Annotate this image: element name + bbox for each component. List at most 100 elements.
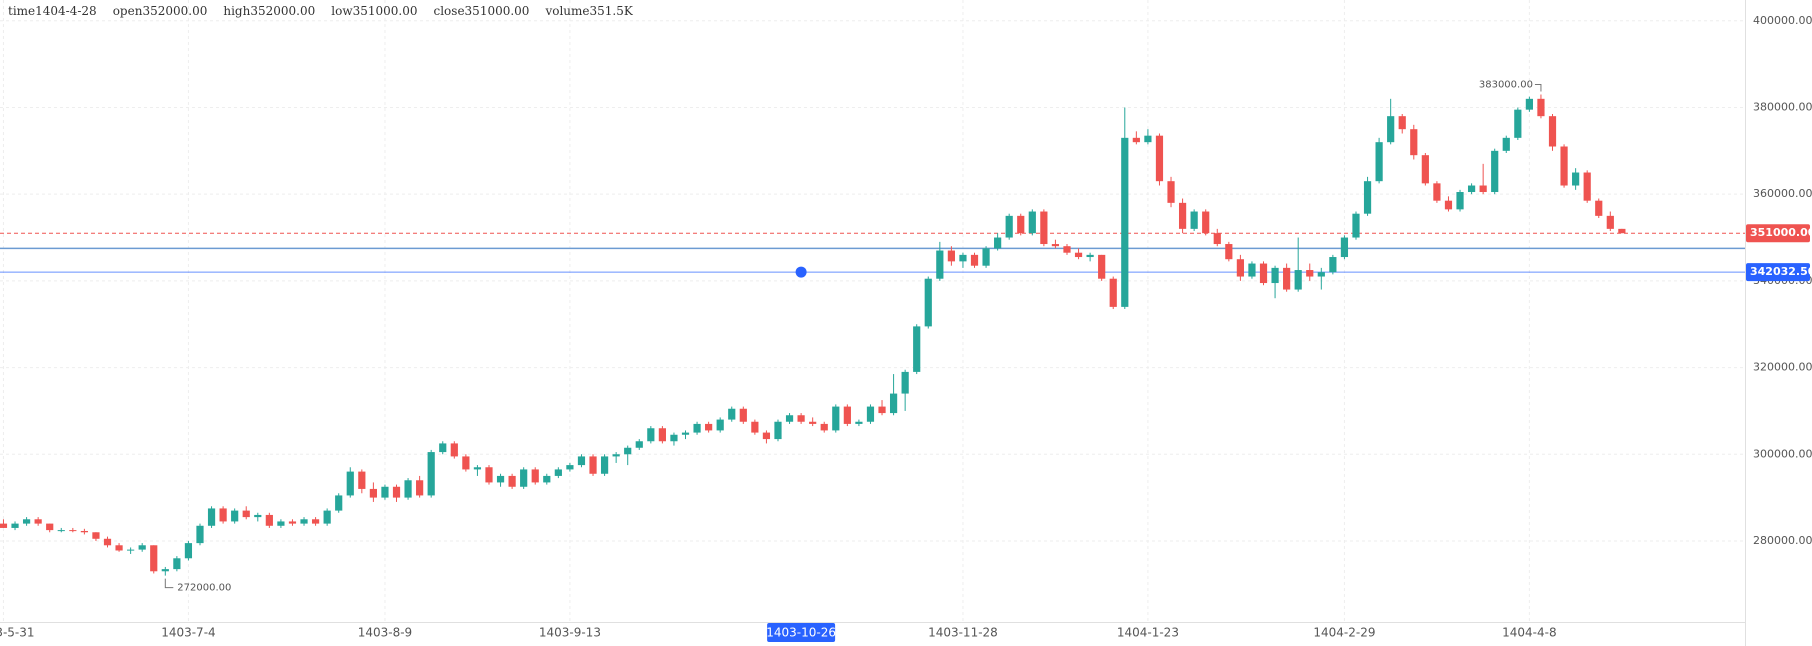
candle-body	[1306, 270, 1314, 277]
candle-body	[103, 538, 112, 546]
candle-body	[901, 371, 909, 394]
candle-body	[774, 421, 782, 440]
candle-body	[1017, 215, 1025, 234]
candle-body	[138, 545, 146, 550]
header-value: 352000.00	[250, 4, 316, 18]
candle-body	[92, 532, 100, 539]
candle-body	[866, 406, 875, 422]
candle-body	[1144, 135, 1152, 143]
candle-body	[913, 326, 921, 372]
candle-body	[1109, 278, 1117, 307]
candle-body	[635, 441, 643, 448]
candle-body	[1294, 270, 1302, 290]
candle-body	[473, 467, 482, 470]
x-tick-label: 1403-5-31	[0, 626, 35, 640]
header-item: high352000.00	[223, 4, 315, 18]
candle-body	[1525, 98, 1533, 110]
candle-body	[300, 519, 308, 524]
x-tick-label: 1403-8-9	[358, 626, 412, 640]
candle-body	[1074, 252, 1083, 258]
candle-body	[520, 469, 528, 487]
candle-body	[832, 406, 840, 431]
candle-body	[1132, 137, 1140, 143]
crosshair-date-box	[767, 623, 836, 642]
candle-body	[1271, 267, 1279, 284]
candle-body	[1618, 228, 1626, 234]
candle-body	[1317, 272, 1325, 277]
candle-body	[797, 415, 805, 422]
candle-body	[1514, 109, 1522, 138]
candle-body	[427, 452, 435, 496]
y-tick-label: 320000.00	[1753, 361, 1812, 374]
header-value: 351000.00	[352, 4, 418, 18]
candle-body	[855, 421, 863, 424]
x-tick-label: 1403-7-4	[161, 626, 215, 640]
annotation-arrow	[164, 578, 174, 589]
candle-body	[254, 514, 262, 518]
candle-body	[1155, 135, 1164, 182]
candle-body	[716, 419, 724, 431]
candle-body	[543, 475, 551, 483]
crosshair-point	[795, 266, 807, 278]
candle-body	[1225, 244, 1233, 260]
candle-body	[450, 443, 458, 457]
high-annotation: 383000.00	[1479, 79, 1533, 90]
header-item: close351000.00	[434, 4, 530, 18]
candle-body	[1491, 150, 1499, 193]
candle-body	[728, 408, 736, 420]
candle-body	[80, 530, 88, 533]
candle-body	[242, 510, 250, 518]
candle-body	[369, 488, 377, 498]
crosshair-price-label: 342032.50	[1750, 265, 1812, 278]
candle-body	[843, 406, 851, 424]
candle-body	[681, 432, 690, 435]
header-label: open	[112, 4, 143, 18]
candle-body	[1259, 263, 1268, 284]
candle-body	[1387, 116, 1395, 143]
candle-body	[1340, 237, 1349, 258]
candle-body	[554, 469, 562, 476]
candle-body	[1502, 137, 1510, 151]
candle-body	[577, 456, 586, 466]
candle-body	[1352, 213, 1360, 238]
candle-body	[265, 514, 273, 526]
candle-body	[1040, 211, 1048, 245]
candle-body	[1548, 116, 1557, 147]
candle-body	[531, 469, 539, 483]
candle-body	[994, 237, 1002, 249]
candle-body	[1595, 200, 1603, 216]
x-tick-label: 1404-4-8	[1502, 626, 1556, 640]
header-value: 351000.00	[464, 4, 530, 18]
candle-body	[947, 250, 955, 262]
ohlc-header: time1404-4-28 open352000.00 high352000.00 l…	[8, 4, 633, 18]
candle-body	[1572, 172, 1580, 186]
crosshair-price-box	[1746, 263, 1810, 282]
candle-body	[439, 443, 447, 453]
candle-body	[1560, 146, 1568, 186]
candle-body	[647, 428, 655, 442]
candle-body	[600, 456, 609, 474]
candle-body	[1202, 211, 1210, 234]
candle-body	[1028, 211, 1036, 234]
y-tick-label: 400000.00	[1753, 14, 1812, 27]
candle-body	[69, 530, 77, 532]
candle-body	[705, 423, 713, 431]
header-item: open352000.00	[113, 4, 208, 18]
candle-body	[288, 521, 297, 524]
header-label: close	[433, 4, 465, 18]
candle-body	[1467, 185, 1476, 193]
candle-body	[323, 510, 331, 524]
y-tick-label: 300000.00	[1753, 447, 1812, 460]
candle-body	[982, 248, 990, 266]
candle-body	[970, 254, 979, 266]
candle-body	[1375, 142, 1383, 182]
header-value: 352000.00	[142, 4, 208, 18]
candle-body	[1178, 202, 1187, 229]
x-tick-label: 1403-11-28	[928, 626, 998, 640]
candle-body	[1051, 244, 1060, 247]
candle-body	[416, 480, 424, 496]
candle-body	[1283, 267, 1291, 290]
candle-body	[1005, 215, 1013, 238]
candle-body	[1167, 181, 1175, 203]
